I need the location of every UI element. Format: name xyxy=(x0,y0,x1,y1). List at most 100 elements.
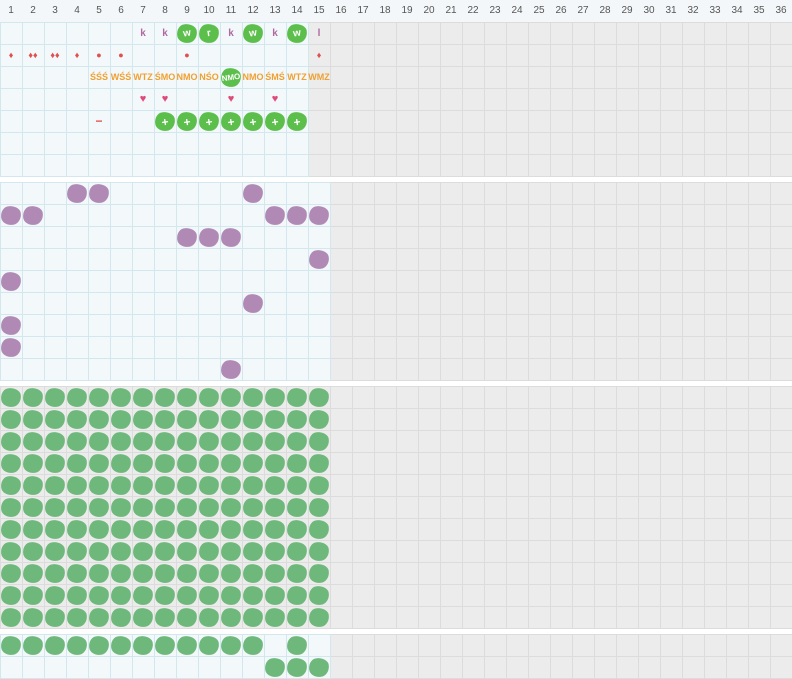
marker-cell[interactable]: ● xyxy=(176,44,198,66)
green-tile[interactable] xyxy=(109,584,133,606)
purple-tile[interactable] xyxy=(175,226,199,248)
green-tile[interactable] xyxy=(0,452,23,474)
letter-cell[interactable]: w xyxy=(175,22,199,44)
green-tile[interactable] xyxy=(131,496,155,518)
purple-tile[interactable] xyxy=(197,226,221,248)
tag-cell[interactable]: WTZ xyxy=(286,66,308,88)
green-tile[interactable] xyxy=(65,584,89,606)
tag-cell[interactable]: NMO xyxy=(242,66,264,88)
green-tile[interactable] xyxy=(43,408,67,430)
green-tile[interactable] xyxy=(87,540,111,562)
green-tile[interactable] xyxy=(43,562,67,584)
green-tile[interactable] xyxy=(65,562,89,584)
green-tile[interactable] xyxy=(263,496,287,518)
green-tile[interactable] xyxy=(109,540,133,562)
letter-cell[interactable]: w xyxy=(285,22,309,44)
green-tile[interactable] xyxy=(43,386,67,408)
green-tile[interactable] xyxy=(109,562,133,584)
green-tile[interactable] xyxy=(263,584,287,606)
letter-cell[interactable]: k xyxy=(220,22,242,44)
green-tile[interactable] xyxy=(87,452,111,474)
green-tile[interactable] xyxy=(153,562,177,584)
green-tile[interactable] xyxy=(87,474,111,496)
green-tile[interactable] xyxy=(153,452,177,474)
green-tile[interactable] xyxy=(65,430,89,452)
purple-tile[interactable] xyxy=(21,204,45,226)
green-tile[interactable] xyxy=(131,518,155,540)
green-tile[interactable] xyxy=(263,386,287,408)
marker-cell[interactable]: ♦ xyxy=(0,44,22,66)
green-tile[interactable] xyxy=(307,496,331,518)
green-tile[interactable] xyxy=(0,474,23,496)
green-tile[interactable] xyxy=(131,430,155,452)
green-tile[interactable] xyxy=(109,474,133,496)
green-tile[interactable] xyxy=(175,606,199,628)
green-tile[interactable] xyxy=(219,584,243,606)
tag-cell[interactable]: WŚŚ xyxy=(110,66,132,88)
green-tile[interactable] xyxy=(0,606,23,628)
marker-cell[interactable]: ● xyxy=(88,44,110,66)
green-tile[interactable] xyxy=(175,386,199,408)
green-tile[interactable] xyxy=(43,430,67,452)
green-tile[interactable] xyxy=(109,430,133,452)
green-tile[interactable] xyxy=(153,496,177,518)
green-tile[interactable] xyxy=(153,386,177,408)
green-tile[interactable] xyxy=(263,518,287,540)
green-tile[interactable] xyxy=(241,430,265,452)
green-tile[interactable] xyxy=(87,518,111,540)
green-tile[interactable] xyxy=(21,408,45,430)
green-tile[interactable] xyxy=(21,562,45,584)
purple-tile[interactable] xyxy=(219,358,243,380)
purple-tile[interactable] xyxy=(0,204,23,226)
green-tile[interactable] xyxy=(0,562,23,584)
green-tile[interactable] xyxy=(0,408,23,430)
action-cell[interactable]: + xyxy=(197,110,221,132)
green-tile[interactable] xyxy=(87,634,111,656)
green-tile[interactable] xyxy=(87,584,111,606)
green-tile[interactable] xyxy=(197,518,221,540)
green-tile[interactable] xyxy=(241,452,265,474)
green-tile[interactable] xyxy=(307,452,331,474)
green-tile[interactable] xyxy=(65,606,89,628)
purple-tile[interactable] xyxy=(241,292,265,314)
green-tile[interactable] xyxy=(175,474,199,496)
green-tile[interactable] xyxy=(21,386,45,408)
green-tile[interactable] xyxy=(87,606,111,628)
green-tile[interactable] xyxy=(153,634,177,656)
letter-cell[interactable]: r xyxy=(197,22,221,44)
tag-cell[interactable]: WMZ xyxy=(308,66,330,88)
green-tile[interactable] xyxy=(131,474,155,496)
green-tile[interactable] xyxy=(307,606,331,628)
green-tile[interactable] xyxy=(197,408,221,430)
green-tile[interactable] xyxy=(307,656,331,678)
green-tile[interactable] xyxy=(197,430,221,452)
green-tile[interactable] xyxy=(65,474,89,496)
green-tile[interactable] xyxy=(307,474,331,496)
green-tile[interactable] xyxy=(241,540,265,562)
action-cell[interactable]: + xyxy=(219,110,243,132)
green-tile[interactable] xyxy=(153,540,177,562)
green-tile[interactable] xyxy=(0,496,23,518)
purple-tile[interactable] xyxy=(87,182,111,204)
green-tile[interactable] xyxy=(65,386,89,408)
green-tile[interactable] xyxy=(131,606,155,628)
green-tile[interactable] xyxy=(241,584,265,606)
purple-tile[interactable] xyxy=(0,314,23,336)
green-tile[interactable] xyxy=(307,540,331,562)
purple-tile[interactable] xyxy=(0,336,23,358)
green-tile[interactable] xyxy=(197,606,221,628)
green-tile[interactable] xyxy=(131,386,155,408)
green-tile[interactable] xyxy=(175,634,199,656)
green-tile[interactable] xyxy=(43,634,67,656)
green-tile[interactable] xyxy=(263,474,287,496)
green-tile[interactable] xyxy=(43,474,67,496)
letter-cell[interactable]: w xyxy=(241,22,265,44)
green-tile[interactable] xyxy=(175,408,199,430)
green-tile[interactable] xyxy=(0,584,23,606)
green-tile[interactable] xyxy=(307,518,331,540)
heart-cell[interactable]: ♥ xyxy=(264,88,286,110)
green-tile[interactable] xyxy=(219,606,243,628)
green-tile[interactable] xyxy=(153,518,177,540)
action-cell[interactable]: + xyxy=(241,110,265,132)
green-tile[interactable] xyxy=(65,452,89,474)
